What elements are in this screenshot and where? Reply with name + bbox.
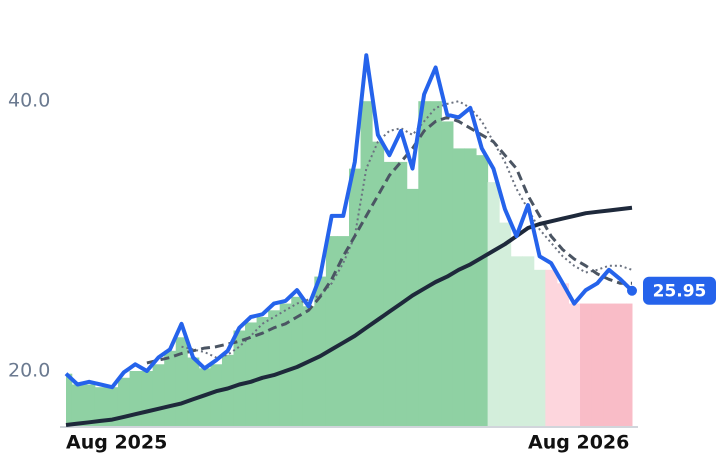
y-tick-label: 20.0 — [8, 360, 50, 382]
column — [452, 148, 466, 427]
column — [175, 337, 188, 427]
column — [129, 371, 142, 427]
column — [464, 148, 477, 427]
column — [372, 141, 385, 428]
column — [349, 168, 362, 427]
series-line — [64, 53, 634, 390]
column — [580, 303, 593, 427]
column — [510, 256, 523, 427]
column — [187, 357, 200, 427]
column — [198, 368, 211, 427]
column — [233, 330, 246, 427]
column — [66, 373, 73, 427]
column — [406, 188, 419, 427]
series-line — [146, 115, 632, 365]
column — [591, 303, 604, 427]
column — [337, 236, 350, 427]
column — [94, 387, 107, 427]
column — [141, 371, 154, 427]
column — [314, 276, 327, 427]
column — [487, 182, 500, 427]
column — [522, 256, 535, 427]
column — [291, 296, 304, 427]
column — [210, 364, 223, 427]
column — [360, 101, 373, 427]
column — [164, 350, 177, 427]
column — [556, 283, 569, 427]
column — [152, 364, 165, 427]
column — [476, 155, 489, 427]
x-tick-label: Aug 2026 — [528, 432, 629, 454]
column — [83, 384, 96, 427]
last-label-box — [643, 276, 716, 305]
column — [626, 303, 633, 427]
column — [221, 354, 234, 427]
column — [325, 236, 338, 427]
column — [383, 161, 396, 427]
column — [302, 306, 315, 427]
series-line — [65, 205, 633, 427]
column — [418, 101, 431, 427]
column — [71, 384, 84, 427]
series-line — [181, 100, 633, 359]
column — [545, 269, 558, 427]
column — [429, 101, 442, 427]
column — [279, 303, 292, 427]
column — [533, 269, 546, 427]
last-label: 25.95 — [653, 282, 707, 302]
column — [245, 322, 258, 427]
y-tick-label: 40.0 — [8, 90, 50, 112]
column — [568, 303, 581, 427]
column — [395, 161, 408, 427]
x-tick-label: Aug 2025 — [66, 432, 167, 454]
last-point — [627, 285, 637, 296]
column — [614, 303, 627, 427]
column — [603, 303, 616, 427]
column — [256, 317, 269, 427]
column — [268, 310, 281, 427]
column — [499, 222, 512, 427]
